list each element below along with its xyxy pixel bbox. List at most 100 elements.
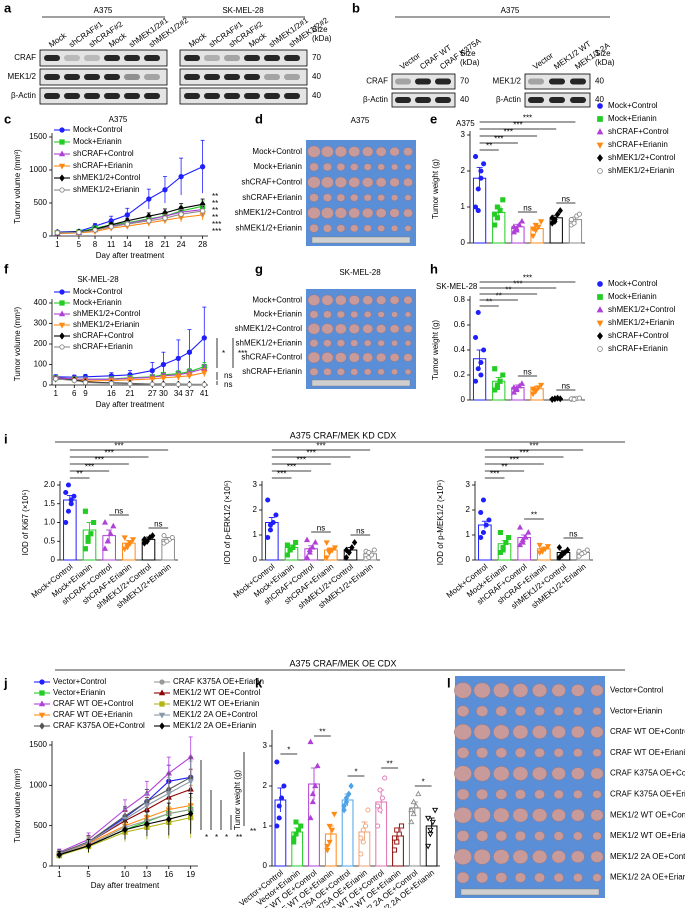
y-tick-label: 0.2	[454, 370, 466, 379]
data-point	[398, 823, 405, 829]
photo-row-label: CRAF WT OE+Erianin	[610, 748, 685, 757]
tumor	[573, 831, 583, 841]
tumor	[377, 368, 385, 376]
data-point	[146, 196, 152, 202]
comparison-label: ns	[317, 524, 325, 533]
data-point	[293, 539, 299, 546]
data-point	[371, 547, 377, 553]
legend-label: shCRAF+Erianin	[608, 140, 668, 149]
tumor	[403, 147, 413, 157]
blot-band	[84, 74, 100, 80]
comparison-label: ***	[519, 449, 528, 458]
data-point	[365, 807, 371, 813]
significance: *	[225, 833, 228, 842]
tumor	[376, 352, 387, 363]
blot-strip	[179, 68, 308, 86]
legend-label: MEK1/2 WT OE+Control	[173, 688, 260, 697]
significance: **	[212, 213, 218, 222]
data-point	[483, 522, 489, 528]
tumor	[476, 705, 489, 717]
data-point	[92, 227, 98, 233]
y-axis-label: IOD of p-MEK1/2 (×10⁵)	[436, 479, 445, 565]
legend-marker	[59, 174, 65, 182]
tumor	[322, 193, 332, 202]
legend-marker	[597, 281, 603, 287]
comparison-label: **	[486, 142, 492, 151]
tumor	[456, 705, 470, 717]
data-point	[326, 839, 333, 846]
data-point	[309, 790, 316, 797]
tumor	[321, 207, 334, 219]
blot-band	[435, 78, 451, 85]
data-point	[161, 533, 167, 539]
y-tick-label: 0	[51, 555, 56, 564]
series-line	[59, 780, 191, 855]
protein-label: β-Actin	[496, 95, 521, 104]
blot-band	[44, 93, 60, 99]
y-tick-label: 0	[461, 395, 466, 404]
tumor	[390, 163, 399, 171]
data-point	[478, 509, 484, 516]
legend-marker	[39, 690, 45, 696]
y-tick-label: 2	[263, 781, 268, 790]
tumor	[335, 323, 347, 335]
legend-marker	[58, 150, 66, 157]
x-tick-label: 30	[159, 389, 168, 398]
x-tick-label: 14	[123, 240, 132, 249]
tumor	[476, 872, 489, 884]
tumor	[403, 296, 413, 305]
legend-marker	[59, 127, 65, 133]
tumor	[592, 873, 602, 882]
blot-strip	[39, 49, 168, 67]
panel-letter: j	[3, 675, 8, 690]
data-point	[201, 335, 207, 341]
tumor	[404, 163, 412, 171]
data-point	[584, 547, 590, 553]
blot-band	[64, 55, 80, 61]
comparison-label: **	[496, 292, 502, 301]
tumor	[592, 707, 602, 716]
data-point	[284, 552, 290, 558]
data-point	[281, 783, 287, 789]
tumor	[334, 176, 347, 188]
photo-row-label: CRAF K375A OE+Control	[610, 769, 685, 778]
x-tick-label: 1	[57, 870, 62, 879]
cell-line: SK-MEL-28	[222, 6, 264, 15]
data-point	[53, 376, 59, 382]
data-point	[274, 823, 280, 829]
tumor	[590, 850, 604, 863]
tumor	[375, 146, 387, 157]
data-point	[396, 831, 402, 837]
y-tick-label: 1	[461, 202, 466, 211]
comparison-label: *	[422, 778, 425, 787]
data-point	[65, 508, 72, 514]
blot-band	[284, 55, 300, 61]
data-point	[127, 381, 133, 387]
tumor	[377, 339, 385, 347]
data-point	[328, 827, 336, 834]
tumor	[307, 351, 321, 364]
tumor	[551, 683, 566, 697]
tumor	[473, 765, 491, 782]
protein-label: MEK1/2	[493, 77, 522, 86]
data-point	[494, 384, 500, 391]
data-point	[349, 544, 355, 551]
section-header: A375 CRAF/MEK KD CDX	[290, 430, 397, 440]
comparison-label: **	[501, 463, 507, 472]
legend-marker	[596, 128, 604, 135]
photo-row-label: Vector+Erianin	[610, 706, 662, 715]
data-point	[107, 530, 114, 536]
x-tick-label: 16	[107, 389, 116, 398]
blot-band	[64, 74, 80, 80]
data-point	[324, 843, 331, 850]
ruler	[311, 236, 411, 244]
y-axis-label: IOD of Ki67 (×10⁵)	[21, 489, 30, 555]
y-tick-label: 0.5	[44, 536, 56, 545]
legend-label: shCRAF+Control	[608, 127, 669, 136]
blot-band	[415, 78, 431, 85]
legend-marker	[596, 306, 604, 313]
tumor	[390, 225, 399, 232]
tumor	[512, 849, 529, 864]
x-tick-label: 28	[198, 240, 207, 249]
